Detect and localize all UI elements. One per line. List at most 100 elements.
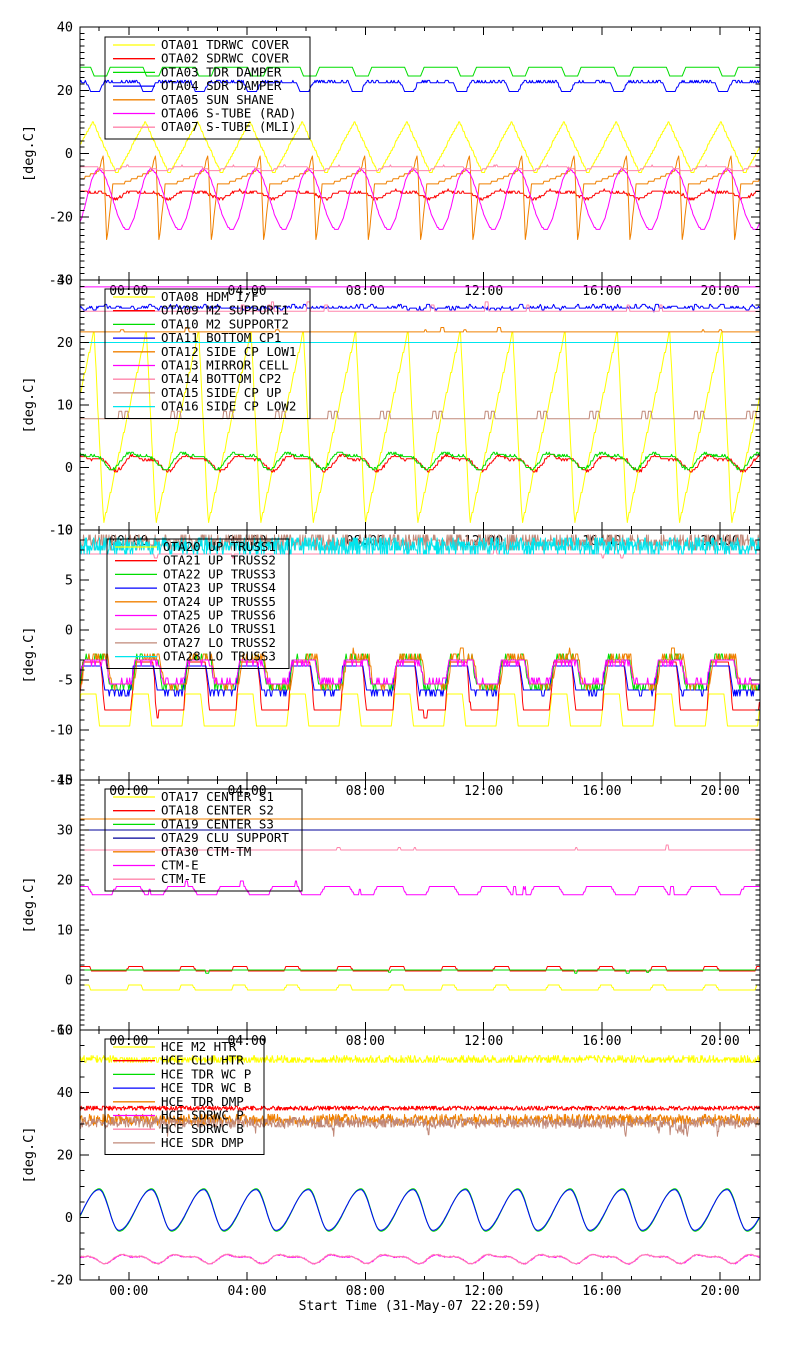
- major-ticks: [80, 779, 760, 1031]
- legend-label-ota01-tdrwc-cover: OTA01 TDRWC COVER: [161, 37, 289, 52]
- series-ctm-te: [80, 844, 760, 851]
- series-hce-tdr-wc-b: [79, 1189, 760, 1231]
- y-tick-label: 20: [57, 83, 73, 99]
- series-ota10-m2-support2: [79, 451, 760, 471]
- major-ticks: [80, 1029, 760, 1281]
- legend-label-ota23-up-truss4: OTA23 UP TRUSS4: [163, 580, 276, 595]
- series-ota05-sun-shane: [80, 155, 760, 240]
- panel-4: 40 30 20 10 0 -10 [deg.C] 00:00 04:00 08:00 12:00 1…: [21, 773, 761, 1049]
- legend-label-ota06-s-tube-rad: OTA06 S-TUBE (RAD): [161, 106, 296, 121]
- y-tick-label: -40: [49, 273, 73, 289]
- y-tick-label: -10: [49, 523, 73, 539]
- series-ota01-tdrwc-cover: [80, 121, 760, 173]
- x-tick-label: 12:00: [464, 284, 503, 299]
- legend-label-ota20-up-truss1: OTA20 UP TRUSS1: [163, 539, 276, 554]
- legend-label-ota30-ctm-tm: OTA30 CTM-TM: [161, 844, 251, 859]
- legend-box: [106, 538, 290, 669]
- series-ota21-up-truss2: [79, 661, 760, 719]
- legend-label-ota11-bottom-cp1: OTA11 BOTTOM CP1: [161, 330, 281, 345]
- legend-label-hce-tdr-wc-b: HCE TDR WC B: [161, 1080, 251, 1095]
- legend-label-ota22-up-truss3: OTA22 UP TRUSS3: [163, 566, 276, 581]
- series-hce-clu-htr: [80, 1105, 761, 1111]
- y-tick-label: 5: [65, 573, 73, 589]
- x-tick-label: 04:00: [228, 1034, 267, 1049]
- legend-label-ota19-center-s3: OTA19 CENTER S3: [161, 816, 274, 831]
- series-ota19-center-s3: [80, 969, 760, 974]
- legend-label-ota28-lo-truss3: OTA28 LO TRUSS3: [163, 649, 276, 664]
- legend-box: [104, 1038, 265, 1156]
- x-tick-label: 12:00: [464, 1284, 503, 1299]
- x-axis-title: Start Time (31-May-07 22:20:59): [298, 1299, 542, 1314]
- y-tick-label: -20: [49, 1273, 73, 1289]
- legend-label-ota26-lo-truss1: OTA26 LO TRUSS1: [163, 621, 276, 636]
- y-tick-label: 20: [57, 335, 73, 351]
- legend-label-ota07-s-tube-mli: OTA07 S-TUBE (MLI): [161, 119, 296, 134]
- x-tick-label: 16:00: [582, 1034, 621, 1049]
- legend-label-ota25-up-truss6: OTA25 UP TRUSS6: [163, 608, 276, 623]
- legend-box: [104, 288, 311, 419]
- minor-ticks: [80, 779, 760, 1031]
- series-ota02-sdrwc-cover: [80, 188, 760, 201]
- x-tick-label: 20:00: [701, 284, 740, 299]
- y-axis-label: [deg.C]: [21, 877, 37, 934]
- x-tick-label: 08:00: [346, 1284, 385, 1299]
- series-ota04-sdr-damper: [79, 79, 760, 92]
- y-axis-label: [deg.C]: [21, 627, 37, 684]
- legend-label-ota29-clu-support: OTA29 CLU SUPPORT: [161, 830, 289, 845]
- legend-label-hce-tdr-dmp: HCE TDR DMP: [161, 1094, 244, 1109]
- y-tick-label: 40: [57, 773, 73, 789]
- x-tick-label: 00:00: [109, 784, 148, 799]
- y-tick-label: 20: [57, 1148, 73, 1164]
- y-tick-label: 30: [57, 273, 73, 289]
- y-axis-label: [deg.C]: [21, 125, 37, 182]
- legend-label-ota09-m2-support1: OTA09 M2 SUPPORT1: [161, 303, 289, 318]
- y-tick-label: 40: [57, 20, 73, 36]
- legend-label-hce-sdrwc-b: HCE SDRWC B: [161, 1121, 244, 1136]
- y-tick-label: 10: [57, 523, 73, 539]
- y-tick-label: 10: [57, 398, 73, 414]
- legend-label-ota21-up-truss2: OTA21 UP TRUSS2: [163, 553, 276, 568]
- series-ota12-side-cp-low1: [80, 327, 760, 333]
- x-tick-label: 12:00: [464, 784, 503, 799]
- legend-label-ctm-te: CTM-TE: [161, 871, 206, 886]
- y-tick-label: -5: [57, 673, 73, 689]
- series-ota17-center-s1: [80, 984, 760, 991]
- legend-box: [104, 36, 311, 140]
- x-tick-label: 12:00: [464, 1034, 503, 1049]
- y-tick-label: 0: [65, 146, 73, 162]
- panel-4-series: [80, 818, 760, 991]
- x-tick-label: 20:00: [701, 1034, 740, 1049]
- y-tick-label: 0: [65, 460, 73, 476]
- x-tick-label: 00:00: [109, 1284, 148, 1299]
- panel-1-axes: 40 20 0 -20 -40 [deg.C]: [21, 20, 761, 289]
- x-tick-label: 08:00: [346, 1034, 385, 1049]
- panel-5-series: [79, 1055, 761, 1265]
- x-tick-label: 16:00: [582, 1284, 621, 1299]
- x-tick-label: 00:00: [109, 284, 148, 299]
- y-tick-label: 20: [57, 873, 73, 889]
- y-tick-label: 30: [57, 823, 73, 839]
- legend-label-ota16-side-cp-low2: OTA16 SIDE CP LOW2: [161, 399, 296, 414]
- series-hce-sdr-dmp: [79, 1117, 761, 1137]
- legend-label-ota05-sun-shane: OTA05 SUN SHANE: [161, 92, 274, 107]
- series-hce-tdr-dmp: [79, 1113, 760, 1126]
- x-tick-label: 00:00: [109, 1034, 148, 1049]
- y-tick-label: 40: [57, 1085, 73, 1101]
- series-ota28-lo-truss3: [80, 537, 761, 555]
- legend-label-hce-sdrwc-p: HCE SDRWC P: [161, 1108, 244, 1123]
- major-ticks: [80, 529, 760, 781]
- legend-label-ota03-tdr-damper: OTA03 TDR DAMPER: [161, 64, 282, 79]
- y-tick-label: -20: [49, 209, 73, 225]
- x-tick-label: 08:00: [346, 284, 385, 299]
- legend-label-ota18-center-s2: OTA18 CENTER S2: [161, 803, 274, 818]
- legend-label-ota04-sdr-damper: OTA04 SDR DAMPER: [161, 78, 282, 93]
- panel-5-axes: 60 40 20 0 -20 [deg.C]: [21, 1023, 761, 1289]
- series-ota11-bottom-cp1: [79, 303, 760, 313]
- x-tick-label: 20:00: [701, 1284, 740, 1299]
- legend-label-ota10-m2-support2: OTA10 M2 SUPPORT2: [161, 316, 289, 331]
- major-ticks: [80, 279, 760, 531]
